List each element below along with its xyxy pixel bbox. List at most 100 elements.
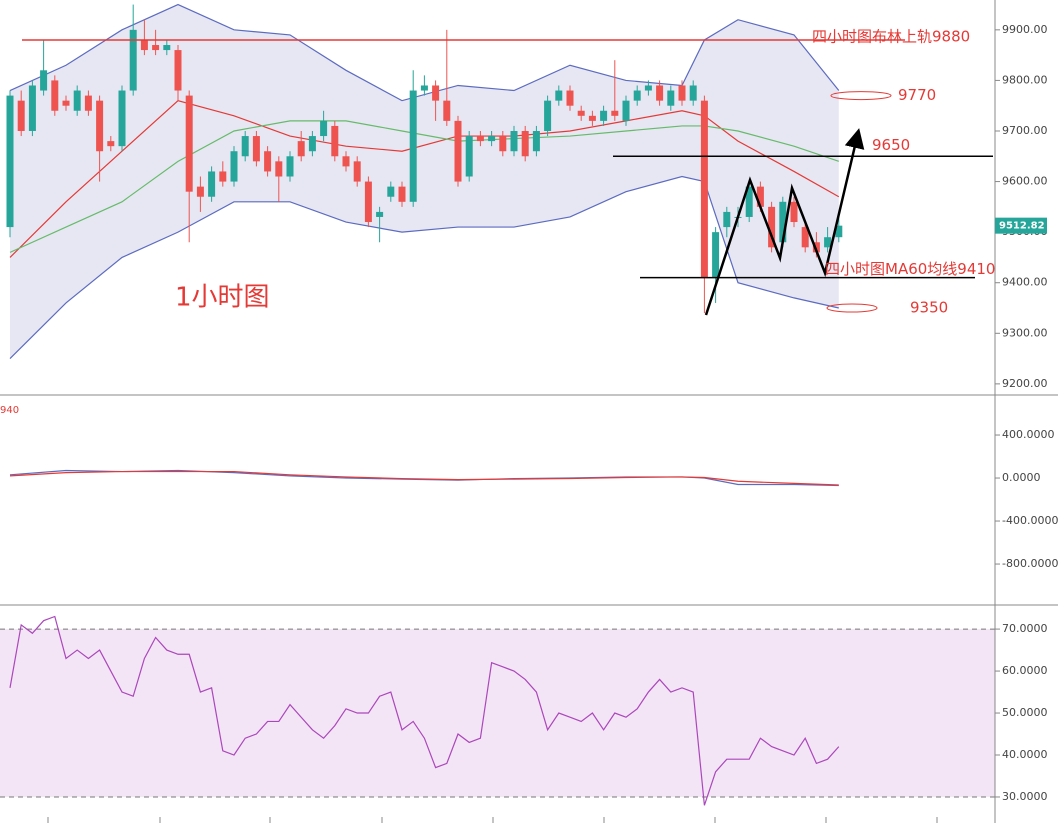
indicator-line xyxy=(9,470,839,486)
candle-body xyxy=(700,100,708,278)
target-label: 9350 xyxy=(910,299,948,317)
y-tick-label: 400.0000 xyxy=(1002,428,1055,441)
candle-body xyxy=(73,90,81,111)
y-tick-label: 9700.00 xyxy=(1002,124,1048,137)
y-tick-label: -800.0000 xyxy=(1002,557,1058,570)
candle-body xyxy=(286,156,294,177)
candle-body xyxy=(96,100,104,152)
candle-body xyxy=(185,95,193,192)
bollinger-fill xyxy=(10,4,839,359)
candle-body xyxy=(140,39,148,51)
candle-body xyxy=(723,211,731,228)
candle-body xyxy=(588,115,596,121)
target-label: 9770 xyxy=(898,86,936,104)
timeframe-label: 1小时图 xyxy=(175,283,270,313)
candle-body xyxy=(745,186,753,217)
candle-body xyxy=(476,136,484,142)
trend-arrows xyxy=(704,128,865,316)
candle-body xyxy=(544,100,552,131)
candle-body xyxy=(409,90,417,202)
candle-body xyxy=(297,141,305,157)
candle-body xyxy=(801,227,809,248)
indicator-line xyxy=(9,615,840,806)
candle-body xyxy=(555,90,563,101)
candle-body xyxy=(387,186,395,197)
candle-body xyxy=(611,110,619,116)
candle-body xyxy=(678,85,686,101)
candle-body xyxy=(443,100,451,121)
target-ellipse xyxy=(830,91,892,101)
candle-body xyxy=(633,90,641,101)
candle-body xyxy=(28,85,36,131)
candle-body xyxy=(566,90,574,106)
y-tick-label: 9400.00 xyxy=(1002,276,1048,289)
candle-body xyxy=(174,50,182,91)
candle-body xyxy=(812,242,820,253)
target-ellipse xyxy=(826,303,878,313)
candle-body xyxy=(241,136,249,157)
candle-body xyxy=(779,201,787,243)
y-tick-label: 30.0000 xyxy=(1002,790,1048,803)
candle-body xyxy=(129,29,137,91)
candle-body xyxy=(219,171,227,182)
y-tick-label: 60.0000 xyxy=(1002,664,1048,677)
candle-body xyxy=(353,161,361,182)
level-label: 9650 xyxy=(872,136,910,154)
candle-body xyxy=(656,85,664,101)
candle-body xyxy=(577,110,585,116)
candle-body xyxy=(420,85,428,91)
candle-body xyxy=(510,130,518,152)
y-tick-label: 9800.00 xyxy=(1002,73,1048,86)
candle-body xyxy=(331,125,339,157)
candle-body xyxy=(644,85,652,91)
candle-body xyxy=(62,100,70,106)
candle-body xyxy=(499,136,507,152)
candle-body xyxy=(364,181,372,223)
candle-body xyxy=(230,151,238,182)
candle-body xyxy=(768,206,776,248)
candle-body xyxy=(432,85,440,101)
candle-body xyxy=(465,136,473,177)
y-tick-label: 50.0000 xyxy=(1002,706,1048,719)
candle-body xyxy=(398,186,406,202)
candle-body xyxy=(488,136,496,142)
y-tick-label: 70.0000 xyxy=(1002,622,1048,635)
candle-body xyxy=(84,95,92,111)
candle-body xyxy=(264,151,272,172)
candle-body xyxy=(835,225,843,238)
candle-body xyxy=(163,45,171,51)
candle-body xyxy=(600,110,608,121)
last-price-label: 9512.82 xyxy=(999,221,1045,232)
x-axis-ticks xyxy=(47,817,938,823)
candle-body xyxy=(790,201,798,223)
candle-body xyxy=(342,156,350,167)
candle-body xyxy=(712,232,720,278)
level-label: 四小时图布林上轨9880 xyxy=(812,27,970,45)
candle-body xyxy=(40,70,48,91)
candle-body xyxy=(152,45,160,51)
candle-body xyxy=(320,120,328,137)
candle-body xyxy=(208,171,216,197)
candle-body xyxy=(252,136,260,162)
candle-body xyxy=(622,100,630,121)
candle-body xyxy=(308,136,316,152)
candle-body xyxy=(107,141,115,147)
candle-body xyxy=(667,90,675,106)
candle-body xyxy=(454,120,462,182)
rsi-band xyxy=(0,629,995,797)
candle-body xyxy=(118,90,126,147)
y-tick-label: 9200.00 xyxy=(1002,377,1048,390)
candle-body xyxy=(521,130,529,157)
candle-body xyxy=(196,186,204,197)
candle-body xyxy=(689,85,697,101)
indicator-value: 940 xyxy=(0,405,19,416)
last-price-tag xyxy=(995,217,1047,234)
candle-body xyxy=(275,161,283,177)
y-tick-label: 9600.00 xyxy=(1002,175,1048,188)
indicator-line xyxy=(9,3,840,102)
candle-body xyxy=(51,80,59,111)
y-tick-label: 40.0000 xyxy=(1002,748,1048,761)
level-label: 四小时图MA60均线9410 xyxy=(825,260,995,278)
indicator-line xyxy=(9,175,839,360)
